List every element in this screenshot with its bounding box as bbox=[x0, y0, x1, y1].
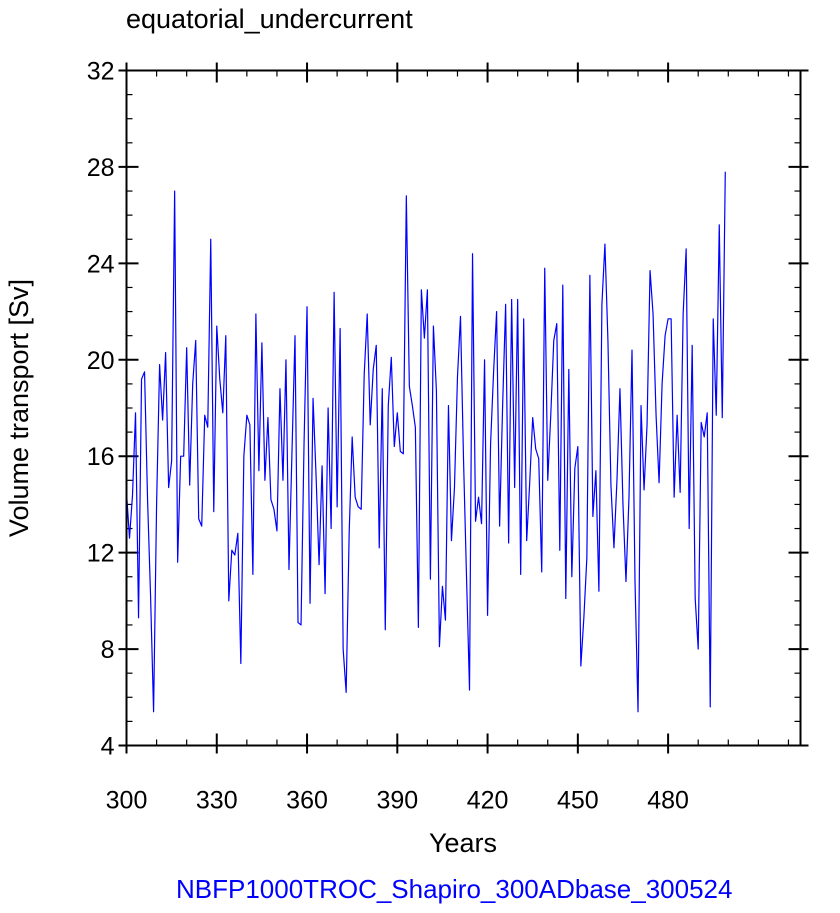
x-tick-label: 480 bbox=[647, 787, 689, 815]
x-tick-label: 450 bbox=[557, 787, 599, 815]
y-tick-label: 8 bbox=[101, 636, 115, 664]
y-tick-label: 28 bbox=[87, 154, 115, 182]
chart-title: equatorial_undercurrent bbox=[126, 4, 413, 34]
y-tick-label: 20 bbox=[87, 347, 115, 375]
x-tick-label: 420 bbox=[467, 787, 509, 815]
x-tick-label: 330 bbox=[196, 787, 238, 815]
plot-frame bbox=[125, 69, 802, 747]
series-line bbox=[125, 171, 726, 713]
y-tick-label: 12 bbox=[87, 540, 115, 568]
x-tick-label: 390 bbox=[376, 787, 418, 815]
y-tick-label: 24 bbox=[87, 250, 115, 278]
y-tick-label: 4 bbox=[101, 733, 115, 761]
y-tick-label: 16 bbox=[87, 443, 115, 471]
x-axis-label: Years bbox=[429, 828, 497, 858]
x-tick-label: 300 bbox=[106, 787, 148, 815]
y-tick-label: 32 bbox=[87, 58, 115, 86]
minor-ticks bbox=[125, 69, 801, 747]
y-axis-label: Volume transport [Sv] bbox=[4, 279, 34, 537]
x-tick-label: 360 bbox=[286, 787, 328, 815]
tick-labels: 300 330 360 390 420 450 480 4 8 12 16 20 24 28 32 bbox=[87, 58, 689, 815]
footer-label: NBFP1000TROC_Shapiro_300ADbase_300524 bbox=[176, 874, 732, 904]
